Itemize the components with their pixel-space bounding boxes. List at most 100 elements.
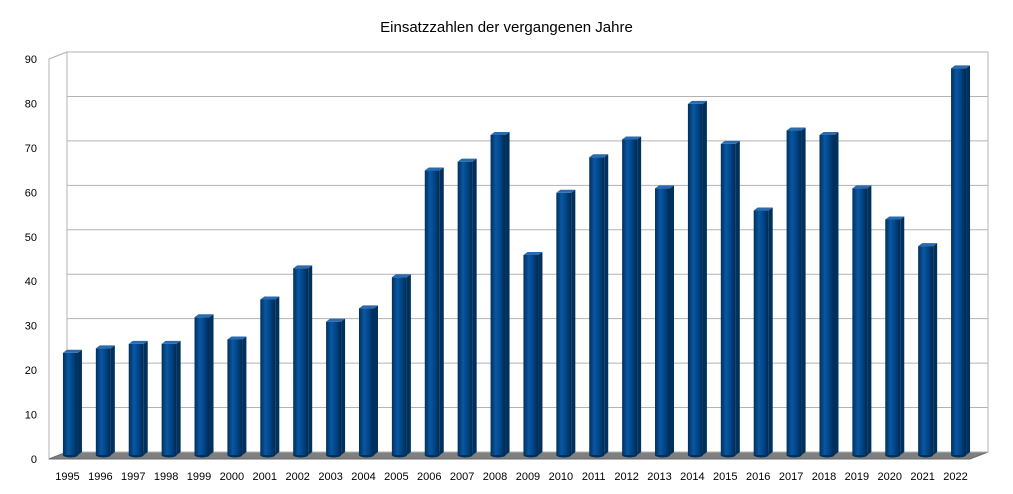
bar [885, 216, 905, 458]
bar [358, 305, 378, 458]
bar-side [110, 345, 115, 455]
bar-top [556, 189, 576, 193]
x-tick-label: 2007 [450, 471, 474, 483]
bar-top [885, 216, 905, 220]
bar [227, 336, 247, 458]
bar-top [655, 185, 675, 189]
bar-body [523, 255, 539, 455]
bar [128, 340, 148, 458]
bar-body [951, 68, 967, 455]
bar-top [293, 265, 313, 269]
bar-body [655, 188, 671, 456]
x-tick-label: 2009 [516, 471, 540, 483]
bar-body [424, 170, 440, 456]
bar-body [326, 321, 342, 455]
bar [819, 132, 839, 458]
bar-body [885, 219, 901, 455]
x-tick-label: 1999 [187, 471, 211, 483]
bar-body [260, 299, 276, 455]
bar-side [505, 132, 510, 455]
y-tick-label: 60 [25, 187, 37, 199]
x-tick-label: 2003 [318, 471, 342, 483]
bar-side [768, 207, 773, 455]
x-tick-label: 2000 [220, 471, 244, 483]
y-tick-label: 20 [25, 365, 37, 377]
bar-side [373, 305, 378, 455]
x-tick-label: 2015 [713, 471, 737, 483]
bar [523, 252, 543, 458]
bar-body [819, 135, 835, 455]
axis-layer [48, 51, 989, 460]
bar [95, 345, 115, 458]
bar-body [786, 130, 802, 456]
x-tick-label: 2022 [943, 471, 967, 483]
x-tick-label: 2017 [779, 471, 803, 483]
bar-side [439, 167, 444, 456]
bar-body [391, 277, 407, 455]
bar [260, 296, 280, 458]
bar-side [143, 340, 148, 455]
x-tick-label: 2002 [285, 471, 309, 483]
bar [753, 207, 773, 458]
y-tick-label: 50 [25, 232, 37, 244]
grid-layer [48, 51, 988, 416]
bar-top [490, 132, 510, 135]
bar-body [918, 246, 934, 455]
bar-side [637, 136, 642, 455]
x-tick-label: 2006 [417, 471, 441, 483]
chart-title: Einsatzzahlen der vergangenen Jahre [380, 19, 633, 36]
bar-side [900, 216, 905, 455]
bar-layer [62, 65, 971, 458]
x-tick-label: 2011 [582, 471, 606, 483]
bar-top [260, 296, 280, 300]
bar-body [194, 317, 210, 455]
bar-body [589, 157, 605, 455]
bar [852, 185, 872, 458]
bar-side [472, 158, 477, 455]
bar-body [293, 268, 309, 455]
bar-side [308, 265, 313, 455]
y-tick-label: 80 [25, 98, 37, 110]
x-tick-label: 1998 [154, 471, 178, 483]
bar [490, 132, 510, 458]
bar-side [670, 185, 675, 456]
x-tick-label: 2008 [483, 471, 507, 483]
bar [391, 274, 411, 458]
bar [424, 167, 444, 458]
bar-body [556, 192, 572, 455]
bar-top [753, 207, 773, 211]
x-tick-label: 2012 [614, 471, 638, 483]
x-tick-label: 2014 [680, 471, 704, 483]
x-tick-label: 1997 [121, 471, 145, 483]
bar-top [951, 65, 971, 69]
bar-side [933, 243, 938, 455]
bar-body [62, 352, 78, 455]
x-tick-label: 1995 [55, 471, 79, 483]
bar-top [326, 318, 346, 322]
bar-top [227, 336, 247, 340]
bar-side [702, 100, 707, 455]
bar-side [571, 189, 576, 455]
bar [951, 65, 971, 458]
bar-top [457, 158, 477, 162]
bar [622, 136, 642, 458]
bar-top [622, 136, 642, 140]
bar [293, 265, 313, 458]
bar-body [753, 210, 769, 455]
x-tick-label: 2021 [910, 471, 934, 483]
bar [457, 158, 477, 458]
x-tick-label: 2016 [746, 471, 770, 483]
bar-body [687, 103, 703, 455]
chart-floor [48, 451, 989, 460]
bar-body [720, 143, 736, 455]
bar [62, 349, 82, 458]
bar-body [227, 339, 243, 455]
bar [194, 314, 214, 458]
bar [589, 154, 609, 458]
x-tick-label: 2020 [878, 471, 902, 483]
y-tick-label: 10 [25, 410, 37, 422]
x-tick-label: 2001 [253, 471, 277, 483]
x-tick-label: 1996 [88, 471, 112, 483]
bar [655, 185, 675, 458]
